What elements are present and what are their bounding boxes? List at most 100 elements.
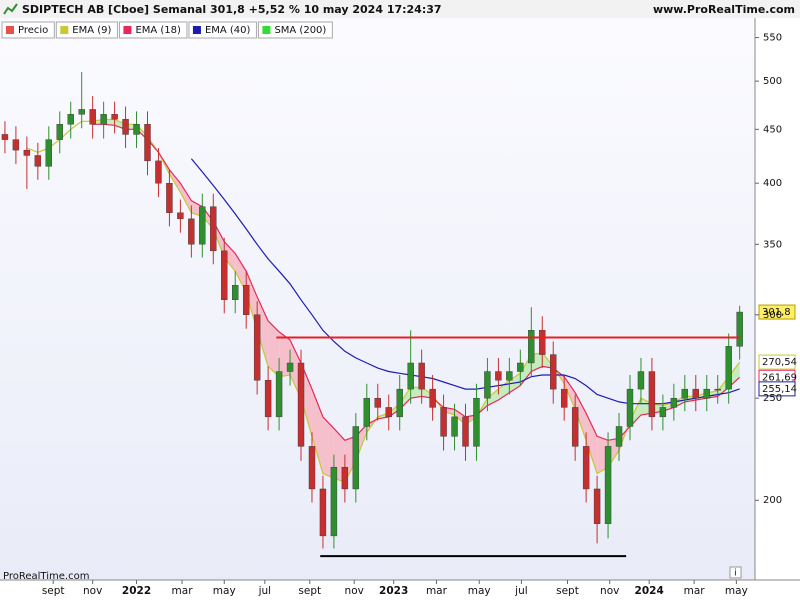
candle-body [12,139,20,151]
x-tick-label: nov [83,585,102,597]
candle-body [155,160,162,184]
y-tick-label: 250 [763,393,782,404]
candle-body [429,388,436,408]
last-value-box [758,354,796,370]
last-value-label: 301,8 [762,307,791,318]
ema-fill [410,387,422,399]
info-icon[interactable]: i [734,569,737,579]
candle-body [341,466,349,490]
candle-body [714,388,721,391]
candle-body [615,426,623,447]
legend-swatch [262,26,271,34]
candle-body [286,362,294,372]
candle-body [462,416,469,447]
candle-body [385,407,392,418]
candle-body [517,362,524,372]
candle-body [363,397,371,427]
candle-body [593,488,601,524]
candle-body [45,139,52,167]
candle-body [473,397,480,447]
legend-swatch [60,26,69,34]
ema-fill [586,413,598,474]
legend-item: Precio [1,21,55,39]
last-value-label: 255,14 [762,384,797,395]
legend-label: EMA (40) [205,25,251,36]
candle-body [111,114,118,120]
candle-body [725,346,732,390]
candle-body [319,488,327,537]
watermark: ProRealTime.com [3,571,89,582]
y-tick-label: 500 [763,76,782,87]
x-tick-label: may [725,585,748,597]
candle-body [550,354,557,390]
legend-label: Precio [18,25,48,36]
ema-fill [575,392,587,441]
legend-item: SMA (200) [257,21,333,39]
candle-body [626,388,634,427]
candle-body [440,407,447,437]
ema-fill [322,416,334,478]
chart-title: SDIPTECH AB [Cboe] Semanal 301,8 +5,52 %… [22,3,442,16]
candle-body [703,388,710,399]
x-tick-label: mar [684,585,706,597]
last-value-label: 261,69 [762,372,797,383]
candle-body [396,388,403,418]
plot-area [0,18,755,580]
x-tick-label: nov [345,585,364,597]
legend-item: EMA (9) [55,21,118,39]
x-tick-label: mar [426,585,448,597]
candle-body [407,362,414,390]
info-button[interactable] [729,566,742,579]
title-bar [0,0,800,18]
candle-body [418,362,425,390]
candle-body [330,466,338,537]
ema-fill [180,183,192,213]
ma-line [190,158,740,405]
y-tick-label: 300 [763,310,782,321]
candle-body [670,397,678,408]
y-tick-label: 350 [763,239,782,250]
y-tick-label: 400 [763,178,782,189]
candle-body [506,371,513,381]
legend-item: EMA (18) [118,21,188,39]
x-tick-label: nov [600,585,619,597]
logo-icon [3,3,18,15]
ema-fill [268,320,280,377]
ema-fill [498,380,510,401]
ema-fill [235,253,247,293]
candle-body [177,212,184,220]
legend-frame [118,21,188,39]
candle-body [78,109,85,115]
candle-body [1,134,9,140]
candle-body [100,114,107,125]
legend-frame [55,21,118,39]
y-tick-label: 550 [763,33,782,44]
candle-body [374,397,381,408]
ema-fill [487,389,499,406]
candle-body [122,119,129,135]
legend-label: EMA (9) [72,25,111,36]
x-tick-label: may [213,585,236,597]
candle-body [56,124,63,140]
x-tick-label: may [468,585,491,597]
candle-body [144,124,151,162]
candle-body [133,124,140,135]
legend-label: SMA (200) [274,25,326,36]
candle-body [571,407,579,447]
candle-body [560,388,568,408]
x-tick-label: jul [514,585,528,597]
candle-body [451,416,458,437]
candle-body [188,218,195,245]
x-tick-label: jul [258,585,272,597]
legend-frame [1,21,55,39]
legend-item: EMA (40) [188,21,257,39]
ema-fill [224,241,236,272]
x-tick-label: sept [42,585,65,597]
candle-body [648,371,656,418]
candle-body [352,426,360,490]
ema-fill [257,296,269,367]
y-tick-label: 200 [763,495,782,506]
candle-body [637,371,645,390]
legend-swatch [6,26,14,34]
x-tick-label: sept [298,585,321,597]
